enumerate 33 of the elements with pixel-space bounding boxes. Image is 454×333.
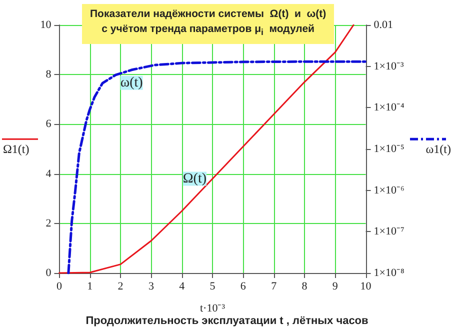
y2-tick-label: 1×10⁻³ bbox=[374, 60, 404, 72]
y2-tick-label: 1×10⁻⁵ bbox=[374, 143, 404, 155]
y2-tick-label: 1×10⁻⁶ bbox=[374, 184, 404, 196]
series-label: ω(t) bbox=[120, 75, 144, 90]
x-axis-title: t·10⁻³ bbox=[200, 302, 226, 314]
y2-tick-label: 1×10⁻⁴ bbox=[374, 102, 404, 114]
x-tick-label: 1 bbox=[87, 280, 93, 292]
x-tick-label: 2 bbox=[118, 280, 124, 292]
y2-axis-title: ω1(t) bbox=[426, 142, 452, 156]
series-label: Ω(t) bbox=[182, 171, 207, 186]
y-tick-label: 10 bbox=[40, 19, 52, 31]
y-tick-label: 4 bbox=[46, 168, 52, 180]
y-tick-label: 8 bbox=[46, 68, 52, 81]
y2-tick-label: 1×10⁻⁸ bbox=[374, 267, 404, 279]
y2-tick-label: 0.01 bbox=[374, 19, 394, 31]
x-tick-label: 4 bbox=[179, 280, 186, 292]
x-tick-label: 0 bbox=[56, 280, 62, 292]
x-tick-label: 8 bbox=[302, 280, 308, 292]
x-tick-label: 7 bbox=[271, 280, 278, 292]
y-axis-title: Ω1(t) bbox=[2, 142, 30, 156]
chart-subtitle: с учётом тренда параметров μ$_{i}$ модулей bbox=[100, 22, 316, 40]
x-tick-label: 10 bbox=[360, 280, 372, 292]
line-series bbox=[67, 60, 368, 274]
x-tick-label: 5 bbox=[210, 280, 216, 292]
y-tick-label: 2 bbox=[46, 217, 52, 230]
x-tick-label: 6 bbox=[240, 280, 246, 292]
chart-title: Показатели надёжности системы Ω(t) и ω(t) bbox=[90, 7, 326, 22]
y2-tick-label: 1×10⁻⁷ bbox=[374, 226, 404, 238]
y-tick-label: 0 bbox=[46, 267, 52, 279]
y-tick-label: 6 bbox=[46, 118, 52, 130]
x-tick-label: 9 bbox=[332, 280, 338, 292]
text: Продолжительность эксплуатации t , лётных часов bbox=[86, 315, 369, 327]
x-tick-label: 3 bbox=[148, 280, 154, 292]
